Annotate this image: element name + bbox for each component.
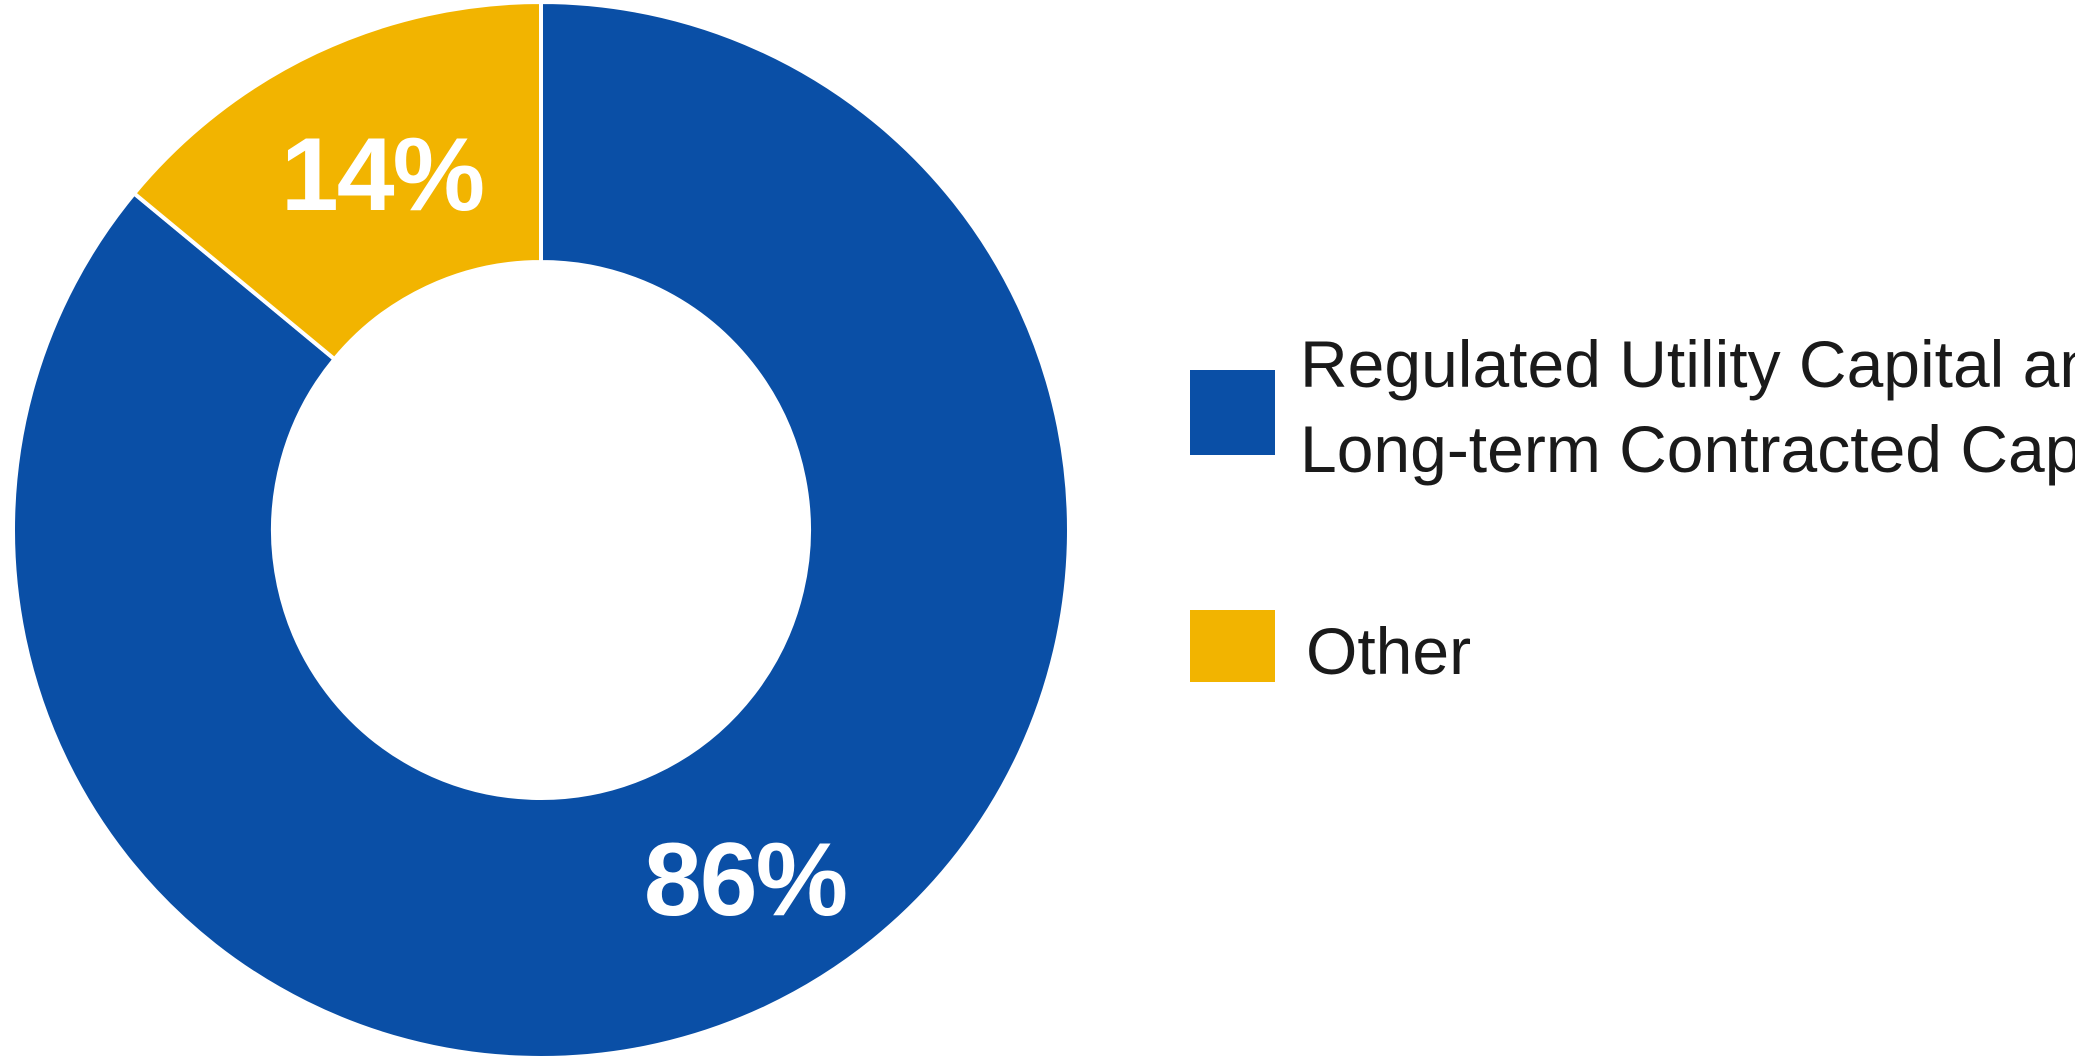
legend-swatch-other <box>1190 610 1275 682</box>
chart-legend: Regulated Utility Capital and Long-term … <box>1190 327 2075 688</box>
slice-label-regulated: 86% <box>644 822 846 938</box>
donut-slice-labels: 86% 14% <box>281 117 848 938</box>
legend-label-regulated-line2: Long-term Contracted Capital <box>1300 412 2075 486</box>
slice-regulated <box>11 0 1071 1059</box>
legend-label-other: Other <box>1306 614 1471 688</box>
legend-swatch-regulated <box>1190 370 1275 455</box>
slice-label-other: 14% <box>281 117 483 233</box>
legend-label-regulated-line1: Regulated Utility Capital and <box>1300 327 2075 401</box>
donut-slices <box>11 0 1071 1059</box>
slice-other <box>131 0 543 362</box>
